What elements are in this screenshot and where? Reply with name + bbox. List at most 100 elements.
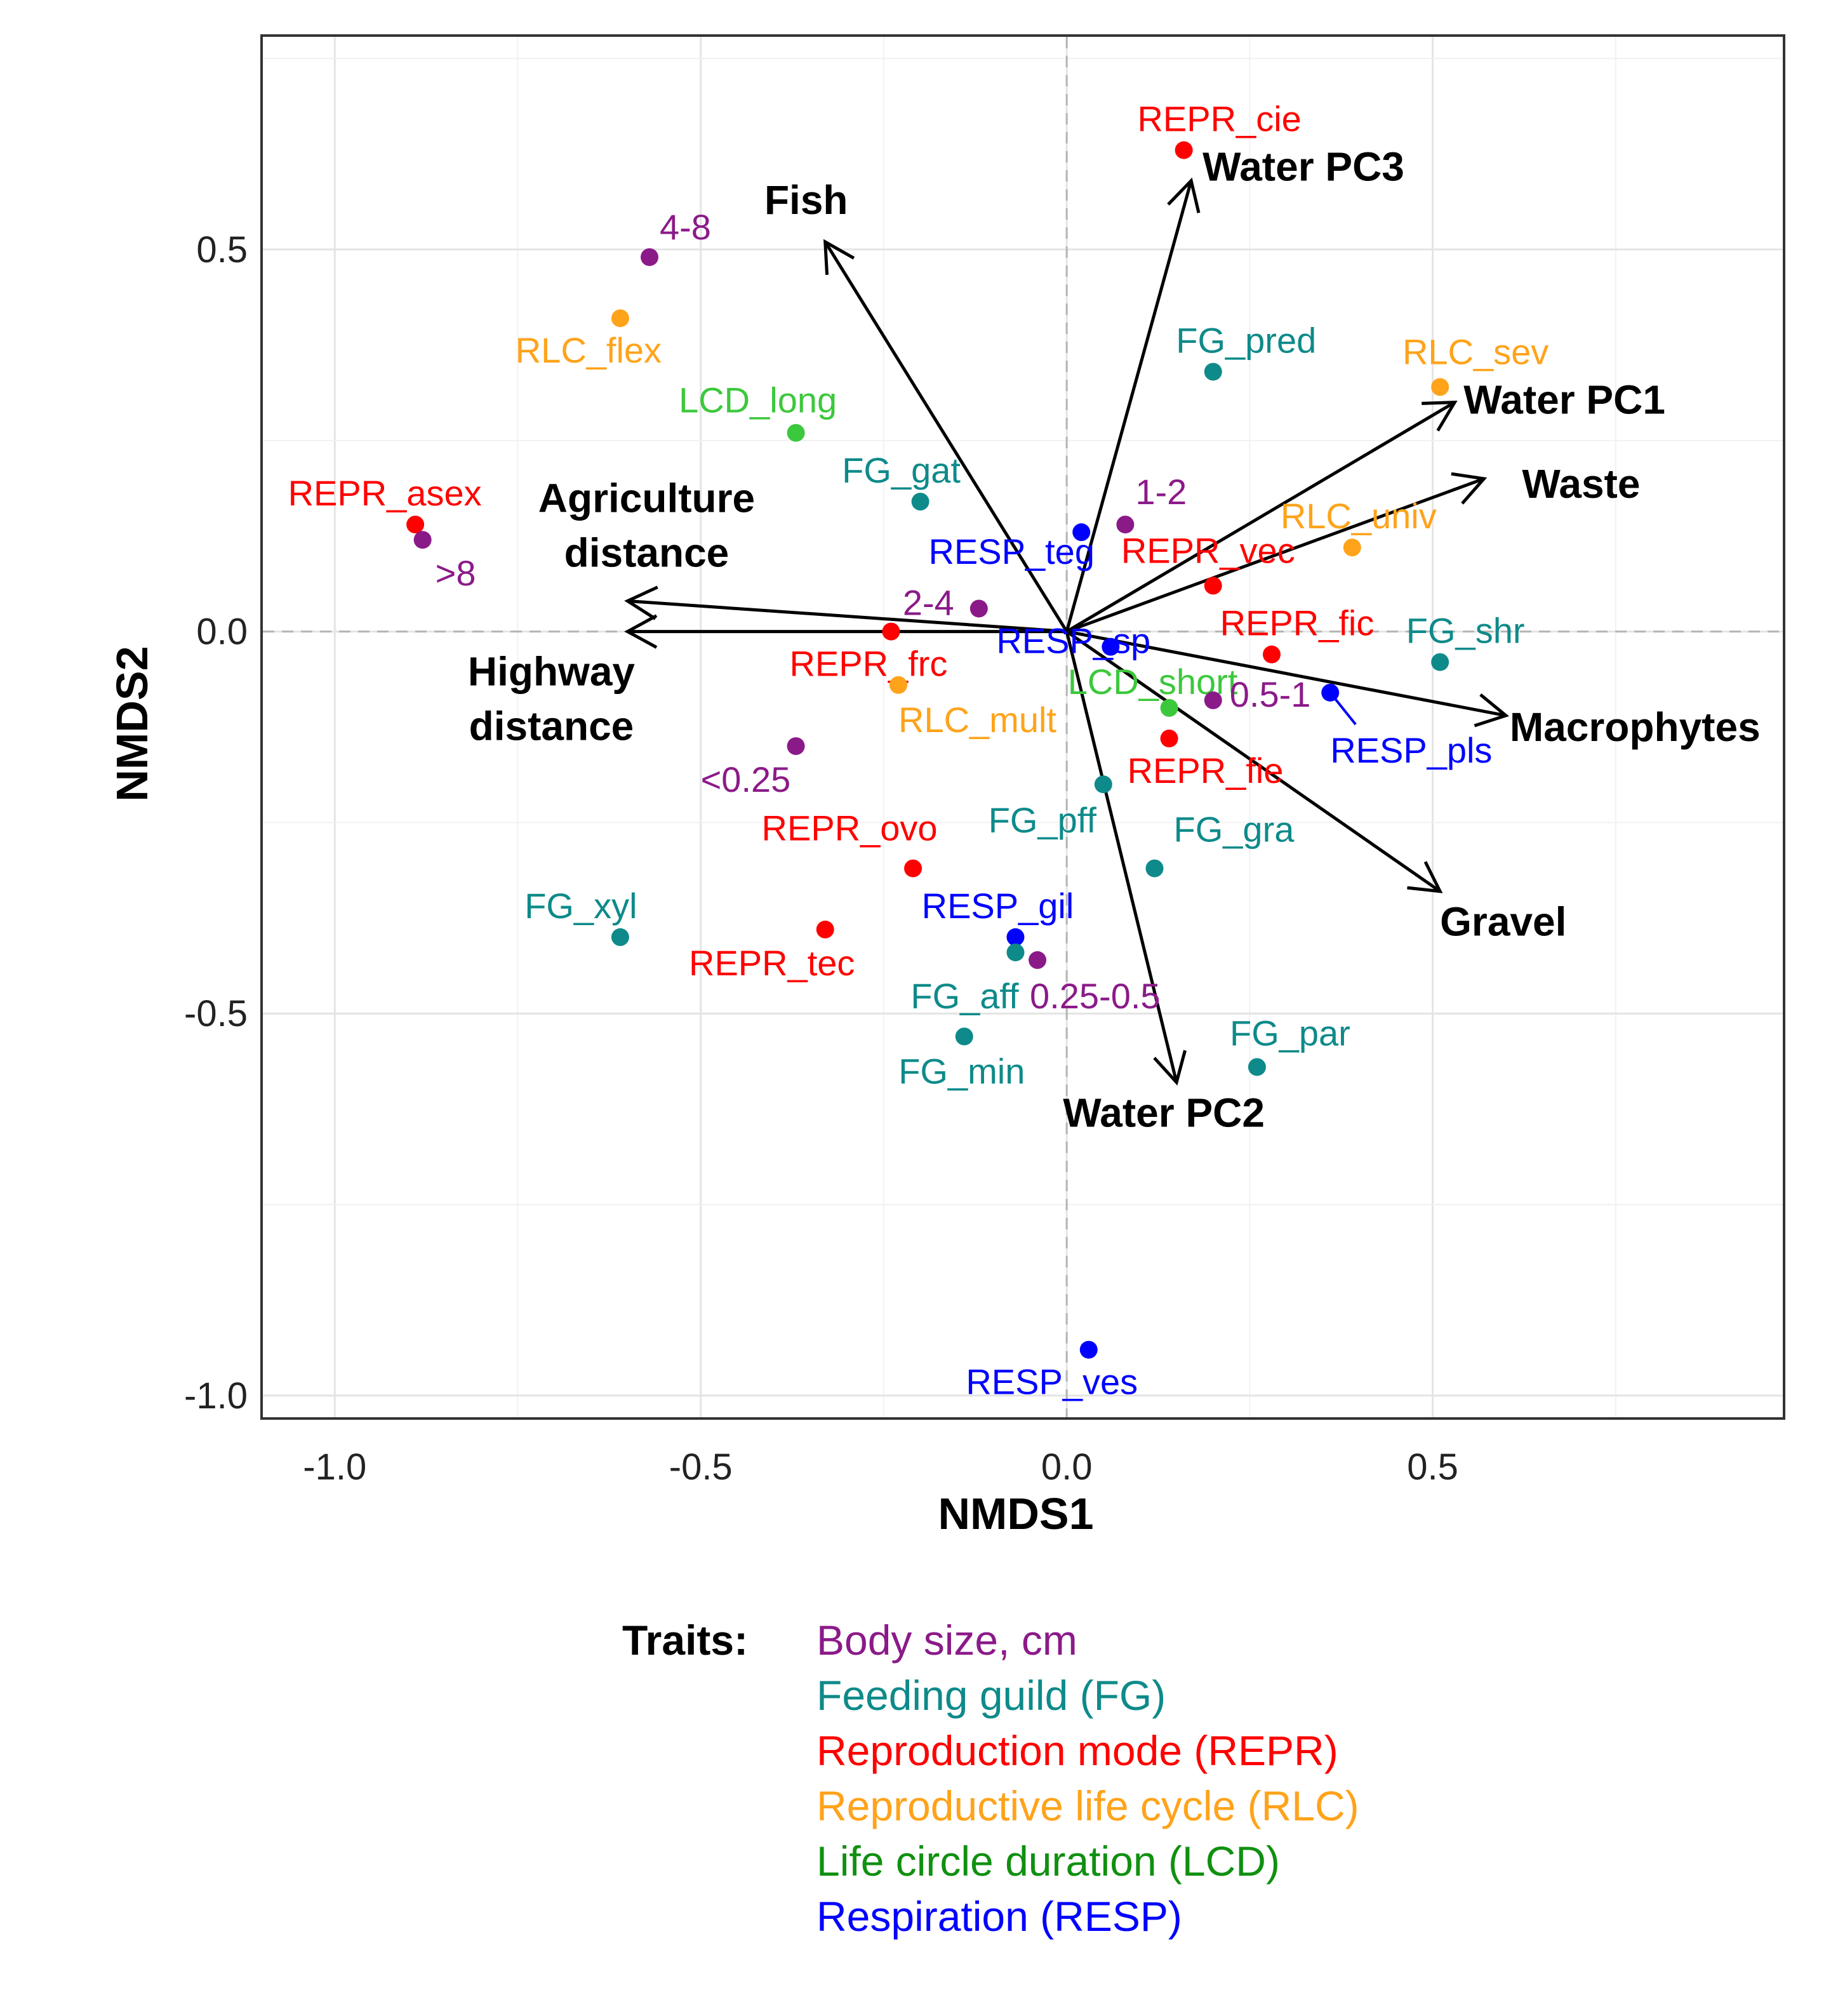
point-fg-gra — [1145, 859, 1164, 878]
point-2-4 — [969, 599, 988, 618]
y-tick-label: 0.0 — [196, 611, 248, 653]
point-fg-aff-label: FG_aff — [910, 976, 1019, 1016]
point-resp-pls-label: RESP_pls — [1330, 730, 1492, 770]
point-1-2 — [1116, 516, 1135, 534]
point-repr-cie-label: REPR_cie — [1137, 98, 1301, 138]
vector-water-pc1-label: Water PC1 — [1463, 377, 1665, 423]
y-tick-label: -1.0 — [184, 1375, 248, 1417]
vector-gravel-line — [1065, 630, 1441, 893]
vector-gravel-arrowhead — [1407, 861, 1443, 893]
legend-item-feeding-guild: Feeding guild (FG) — [816, 1672, 1166, 1719]
point-0-25-0-5-label: 0.25-0.5 — [1030, 976, 1161, 1016]
vector-waste-arrowhead — [1451, 472, 1488, 505]
environmental-vectors: Fish Water PC3 Water PC1 Waste Agriculture di… — [468, 144, 1761, 1136]
plot-panel — [260, 34, 1785, 1420]
point-resp-sp — [1102, 638, 1120, 656]
point-lcd-long — [787, 424, 805, 442]
point-fg-pred — [1204, 363, 1222, 381]
point-repr-fic-label: REPR_fic — [1220, 603, 1375, 643]
y-axis-ticks: 0.5 0.0 -0.5 -1.0 — [184, 229, 248, 1417]
point-repr-fie — [1160, 730, 1178, 748]
vector-highway-distance-arrowhead — [624, 614, 658, 649]
point-repr-ovo — [904, 859, 922, 878]
legend-item-reproduction: Reproduction mode (REPR) — [816, 1727, 1338, 1774]
point-resp-pls-leader — [1329, 691, 1357, 726]
point-4-8-label: 4-8 — [660, 207, 711, 247]
point-resp-teg — [1072, 523, 1091, 542]
point-fg-gat — [911, 493, 929, 511]
point-fg-pred-label: FG_pred — [1176, 320, 1316, 360]
y-tick-label: -0.5 — [184, 993, 248, 1034]
point-fg-par — [1248, 1058, 1266, 1076]
point-resp-gil — [1006, 928, 1025, 946]
point-0-25-label: <0.25 — [701, 759, 791, 799]
vector-water-pc2-label: Water PC2 — [1063, 1090, 1265, 1136]
point-repr-asex-label: REPR_asex — [288, 473, 482, 513]
point-rlc-univ-label: RLC_univ — [1281, 496, 1437, 536]
vector-waste-label: Waste — [1522, 461, 1640, 507]
legend-items: Body size, cm Feeding guild (FG) Reprodu… — [816, 1613, 1359, 1944]
point-rlc-flex-label: RLC_flex — [516, 330, 662, 370]
point-fg-shr-label: FG_shr — [1406, 611, 1525, 651]
legend-item-duration: Life circle duration (LCD) — [816, 1838, 1280, 1885]
vector-water-pc2-arrowhead — [1153, 1050, 1187, 1086]
point-repr-frc-label: REPR_frc — [789, 644, 947, 684]
vector-fish-label: Fish — [764, 177, 848, 223]
x-tick-label: 0.5 — [1407, 1446, 1458, 1488]
x-tick-label: -0.5 — [669, 1446, 733, 1488]
point-rlc-mult-label: RLC_mult — [898, 700, 1056, 740]
point-rlc-univ — [1343, 538, 1361, 557]
vector-agriculture-distance-label: Agriculture distance — [538, 475, 755, 575]
vector-water-pc1-arrowhead — [1422, 400, 1458, 432]
point-resp-ves-label: RESP_ves — [966, 1362, 1138, 1402]
point-repr-tec — [816, 920, 834, 938]
point-fg-gat-label: FG_gat — [842, 450, 961, 490]
point-lcd-short — [1160, 698, 1178, 717]
point-rlc-sev-label: RLC_sev — [1402, 332, 1549, 372]
point-rlc-flex — [611, 309, 629, 328]
point-repr-vec — [1204, 577, 1222, 595]
point-repr-cie — [1175, 141, 1193, 159]
vector-highway-distance-label: Highway distance — [468, 649, 636, 749]
vector-macrophytes-line — [1066, 630, 1507, 718]
point-0-25 — [787, 737, 805, 756]
point-fg-xyl — [611, 928, 629, 946]
vector-waste-line — [1066, 477, 1485, 633]
point-resp-sp-label: RESP_sp — [996, 621, 1150, 661]
point-0-25-0-5 — [1029, 951, 1047, 970]
point-fg-min-label: FG_min — [898, 1051, 1025, 1091]
point-0-5-1 — [1204, 691, 1222, 709]
y-axis-label: NMDS2 — [107, 646, 157, 801]
grid-lines — [263, 37, 1783, 1417]
point-8 — [413, 531, 432, 549]
point-resp-gil-label: RESP_gil — [922, 886, 1074, 926]
vector-gravel-label: Gravel — [1440, 899, 1566, 945]
zero-lines — [263, 37, 1783, 1417]
point-fg-min — [955, 1027, 973, 1046]
vector-water-pc3-line — [1065, 180, 1193, 632]
vector-agriculture-distance-arrowhead — [624, 585, 658, 620]
vector-fish-line — [823, 241, 1069, 632]
point-2-4-label: 2-4 — [903, 582, 954, 622]
point-fg-pff — [1094, 775, 1112, 794]
legend-title: Traits: — [622, 1617, 749, 1664]
trait-points: REPR_cie 4-8 RLC_flex FG_pred RLC_sev LCD_lon… — [288, 98, 1549, 1401]
x-axis-ticks: -1.0 -0.5 0.0 0.5 — [303, 1446, 1458, 1488]
x-tick-label: -1.0 — [303, 1446, 366, 1488]
point-4-8 — [641, 248, 659, 266]
point-fg-shr — [1431, 653, 1449, 671]
point-repr-tec-label: REPR_tec — [689, 943, 855, 983]
vector-agriculture-distance-line — [627, 599, 1067, 634]
y-tick-label: 0.5 — [196, 229, 248, 270]
vector-macrophytes-label: Macrophytes — [1510, 704, 1761, 750]
point-8-label: >8 — [436, 553, 476, 593]
point-rlc-mult — [889, 676, 908, 694]
point-repr-fie-label: REPR_fie — [1128, 751, 1284, 791]
point-resp-ves — [1079, 1340, 1098, 1359]
point-0-5-1-label: 0.5-1 — [1230, 674, 1311, 714]
point-fg-gra-label: FG_gra — [1174, 810, 1295, 850]
x-tick-label: 0.0 — [1041, 1446, 1093, 1488]
point-rlc-sev — [1431, 378, 1449, 396]
vector-water-pc2-line — [1065, 631, 1178, 1083]
x-axis-label: NMDS1 — [938, 1489, 1093, 1539]
